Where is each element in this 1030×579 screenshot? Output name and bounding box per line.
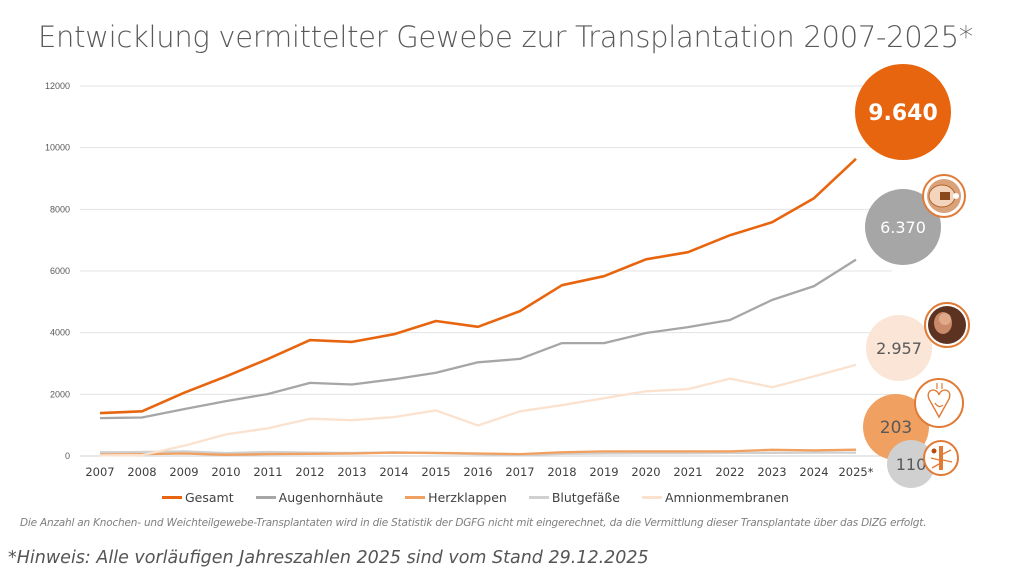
end-label-augenhornhäute: 6.370 <box>865 174 966 265</box>
value-label: 2.957 <box>876 339 922 358</box>
end-label-gesamt: 9.640 <box>855 64 951 160</box>
legend-label: Blutgefäße <box>551 490 620 505</box>
legend-label: Herzklappen <box>428 490 507 505</box>
x-tick-label: 2013 <box>337 465 366 479</box>
legend-item-amnionmembranen: Amnionmembranen <box>641 490 789 505</box>
legend-swatch <box>162 496 182 499</box>
value-label: 110 <box>896 455 927 474</box>
series-line-amnionmembranen <box>99 363 857 457</box>
y-tick-label: 0 <box>65 451 70 461</box>
x-tick-label: 2025* <box>838 465 873 479</box>
x-tick-label: 2017 <box>505 465 534 479</box>
y-tick-label: 4000 <box>50 328 70 338</box>
y-tick-label: 6000 <box>50 266 70 276</box>
end-label-bubbles: 9.640 6.370 2.957 203 110 <box>855 64 970 488</box>
legend-label: Gesamt <box>185 490 234 505</box>
value-label: 203 <box>880 418 912 438</box>
legend-swatch <box>528 496 549 499</box>
y-tick-label: 12000 <box>45 81 70 91</box>
value-label: 6.370 <box>880 218 926 237</box>
fetus-icon <box>924 302 970 348</box>
legend: Gesamt Augenhornhäute Herzklappen Blutge… <box>162 490 789 505</box>
end-label-blutgefäße: 110 <box>887 440 959 488</box>
legend-label: Amnionmembranen <box>664 490 789 505</box>
gridlines <box>80 85 892 457</box>
x-tick-label: 2007 <box>85 465 114 479</box>
x-tick-label: 2021 <box>673 465 702 479</box>
x-tick-label: 2018 <box>547 465 576 479</box>
legend-item-herzklappen: Herzklappen <box>405 490 507 505</box>
x-axis-ticks: 2007 2008 2009 2010 2011 2012 2013 2014 2015 2016… <box>85 465 873 479</box>
y-tick-label: 10000 <box>45 143 70 153</box>
value-bubble <box>866 315 932 381</box>
x-tick-label: 2008 <box>127 465 156 479</box>
value-bubble <box>855 64 951 160</box>
x-tick-label: 2023 <box>757 465 786 479</box>
x-tick-label: 2010 <box>211 465 240 479</box>
legend-swatch <box>255 496 276 499</box>
x-tick-label: 2022 <box>715 465 744 479</box>
series-line-augenhornhäute <box>99 258 857 420</box>
value-label: 9.640 <box>868 101 938 126</box>
y-tick-label: 2000 <box>50 389 70 399</box>
end-label-amnionmembranen: 2.957 <box>866 302 970 381</box>
blood-vessel-icon <box>923 440 959 476</box>
legend-item-gesamt: Gesamt <box>162 490 234 505</box>
y-axis-ticks: 0 2000 4000 6000 8000 10000 12000 <box>45 81 70 461</box>
heart-icon <box>914 378 964 428</box>
series-line-herzklappen <box>99 448 857 456</box>
x-tick-label: 2016 <box>463 465 492 479</box>
value-bubble <box>865 189 941 265</box>
x-tick-label: 2019 <box>589 465 618 479</box>
x-tick-label: 2024 <box>799 465 828 479</box>
legend-swatch <box>405 496 426 499</box>
x-tick-label: 2012 <box>295 465 324 479</box>
x-tick-label: 2014 <box>379 465 408 479</box>
series-line-gesamt <box>99 157 857 415</box>
legend-item-augenhornhaeute: Augenhornhäute <box>255 490 384 505</box>
chart-title: Entwicklung vermittelter Gewebe zur Tran… <box>38 20 973 54</box>
legend-label: Augenhornhäute <box>278 490 384 505</box>
eye-icon <box>922 174 966 218</box>
hint-note: *Hinweis: Alle vorläufigen Jahreszahlen … <box>8 548 649 568</box>
end-label-herzklappen: 203 <box>863 378 964 460</box>
footnote: Die Anzahl an Knochen- und Weichteilgewe… <box>20 517 927 529</box>
x-tick-label: 2015 <box>421 465 450 479</box>
value-bubble <box>887 440 935 488</box>
x-tick-label: 2009 <box>169 465 198 479</box>
series-lines <box>99 157 857 457</box>
legend-item-blutgefaesse: Blutgefäße <box>528 490 620 505</box>
x-tick-label: 2020 <box>631 465 660 479</box>
y-tick-label: 8000 <box>50 204 70 214</box>
x-tick-label: 2011 <box>253 465 282 479</box>
legend-swatch <box>641 496 662 499</box>
